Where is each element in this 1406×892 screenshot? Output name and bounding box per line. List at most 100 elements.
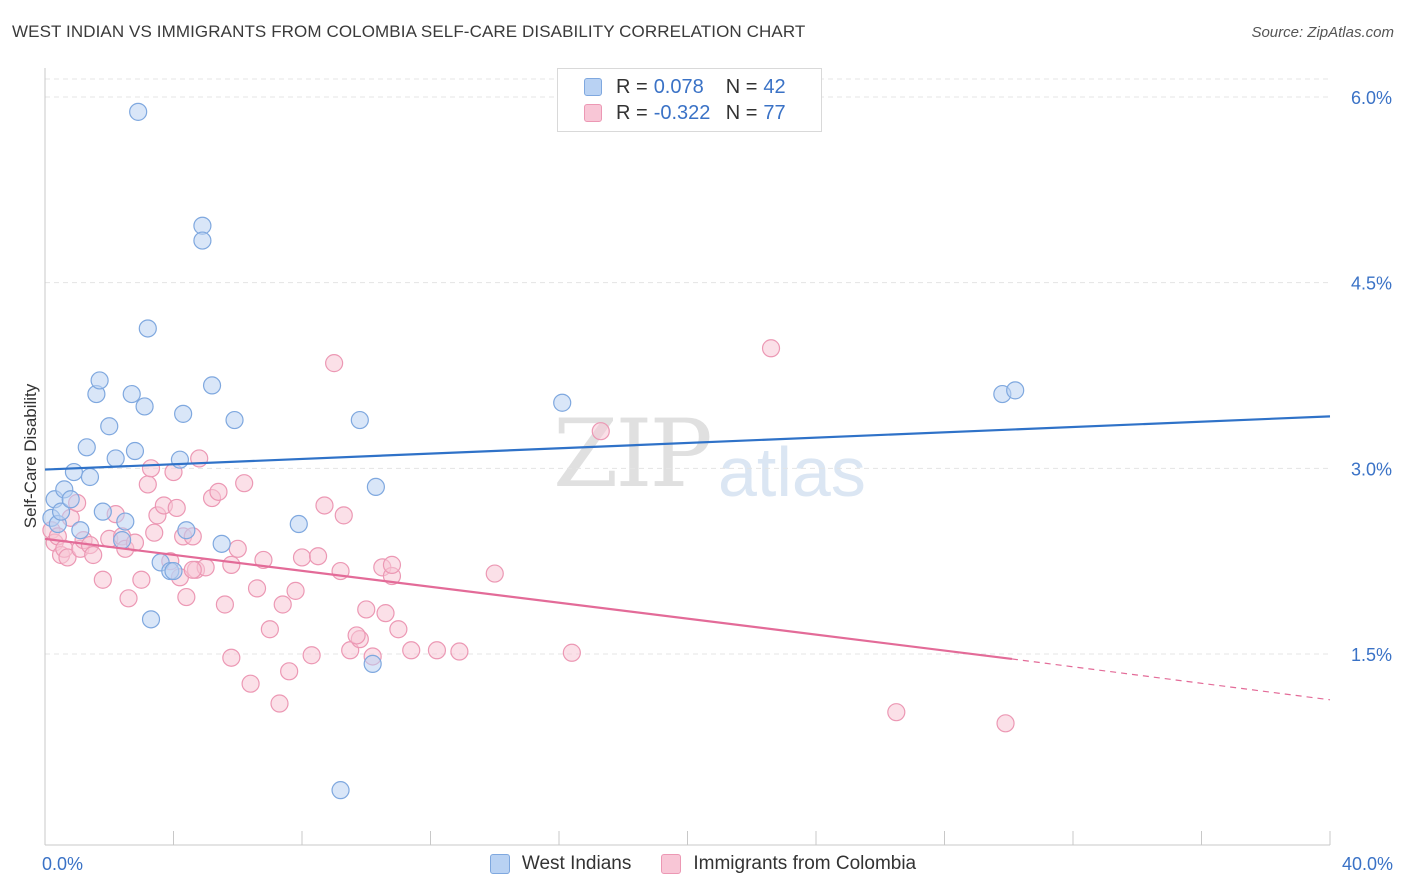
point-west-indians (170, 450, 190, 469)
point-west-indians (138, 319, 157, 338)
point-colombia (119, 589, 138, 608)
series-legend: West Indians Immigrants from Colombia (0, 850, 1406, 878)
point-west-indians (61, 490, 80, 509)
correlation-legend: R = 0.078 N = 42 R = -0.322 N = 77 (557, 68, 822, 132)
point-colombia (222, 648, 241, 667)
legend-r-label: R = (616, 75, 648, 98)
point-west-indians (64, 462, 84, 482)
point-colombia (183, 560, 202, 579)
point-west-indians (93, 502, 112, 521)
legend-n-label: N = (725, 75, 758, 98)
legend-r-label: R = (616, 101, 648, 124)
point-colombia (450, 642, 469, 661)
point-west-indians (80, 467, 100, 487)
legend-r-value: -0.322 (653, 101, 711, 124)
tick-labels: 1.5% 3.0% 4.5% 6.0% 0.0% 40.0% Self-Care Disab… (21, 88, 1393, 874)
point-west-indians (112, 531, 132, 550)
legend-row-colombia: R = -0.322 N = 77 (584, 100, 786, 126)
point-colombia (334, 506, 353, 525)
point-west-indians (77, 438, 96, 457)
point-colombia (485, 564, 504, 583)
point-colombia (177, 587, 196, 607)
point-west-indians (212, 534, 231, 553)
point-colombia (254, 550, 273, 570)
point-colombia (887, 703, 906, 722)
point-colombia (402, 641, 421, 660)
point-west-indians (135, 397, 154, 416)
point-west-indians (164, 561, 183, 581)
point-colombia (235, 474, 254, 493)
point-west-indians (202, 376, 222, 395)
trend-lines (44, 415, 1331, 701)
legend-label-west-indians: West Indians (521, 853, 632, 874)
legend-swatch-blue (489, 854, 510, 874)
point-west-indians (350, 410, 369, 430)
series-west-indians (42, 102, 1025, 800)
legend-label-colombia: Immigrants from Colombia (693, 853, 917, 874)
point-west-indians (363, 654, 382, 674)
point-colombia (280, 662, 299, 681)
point-west-indians (174, 404, 193, 423)
legend-n-value: 42 (763, 75, 786, 98)
point-colombia (761, 339, 781, 358)
point-colombia (347, 626, 366, 645)
point-colombia (84, 545, 103, 565)
legend-item-colombia: Immigrants from Colombia (661, 853, 916, 875)
point-colombia (270, 694, 289, 713)
y-tick-label: 1.5% (1351, 645, 1392, 665)
point-colombia (562, 643, 581, 662)
point-west-indians (177, 521, 196, 540)
trend-line-colombia (44, 537, 1013, 661)
x-tick-label-max: 40.0% (1342, 854, 1393, 874)
point-colombia (58, 548, 77, 567)
point-west-indians (125, 441, 145, 461)
source-credit: Source: ZipAtlas.com (1251, 24, 1394, 41)
point-colombia (376, 604, 395, 623)
point-west-indians (366, 477, 385, 496)
point-west-indians (106, 449, 125, 468)
point-colombia (145, 523, 164, 542)
legend-n-label: N = (725, 101, 758, 124)
axes (44, 68, 1331, 846)
point-colombia (591, 422, 610, 441)
legend-row-west-indians: R = 0.078 N = 42 (584, 74, 786, 100)
point-colombia (247, 579, 267, 598)
point-colombia (260, 620, 279, 639)
point-west-indians (1006, 381, 1025, 400)
y-tick-label: 4.5% (1351, 274, 1392, 294)
point-colombia (315, 496, 334, 515)
point-west-indians (225, 410, 244, 430)
point-colombia (132, 570, 151, 589)
point-colombia (325, 354, 344, 373)
trend-line-west-indians (44, 415, 1331, 471)
point-colombia (286, 581, 305, 600)
point-colombia (241, 674, 260, 693)
series-immigrants-from-colombia (42, 339, 1015, 733)
watermark-atlas: atlas (718, 433, 866, 511)
point-colombia (215, 595, 234, 614)
legend-r-value: 0.078 (653, 75, 704, 98)
point-colombia (228, 539, 247, 558)
y-tick-label: 6.0% (1351, 88, 1392, 108)
point-colombia (389, 620, 408, 639)
point-west-indians (289, 514, 308, 534)
point-west-indians (129, 102, 148, 121)
point-west-indians (51, 502, 71, 521)
chart-title: WEST INDIAN VS IMMIGRANTS FROM COLOMBIA … (12, 22, 806, 41)
trend-line-colombia-extrapolated (1011, 658, 1331, 701)
point-colombia (273, 595, 292, 614)
legend-swatch-blue (584, 78, 602, 96)
point-colombia (302, 646, 321, 665)
point-colombia (209, 482, 228, 501)
point-colombia (222, 555, 241, 574)
y-tick-label: 3.0% (1351, 459, 1392, 479)
watermark-zip: ZIP (553, 400, 713, 509)
point-west-indians (100, 417, 119, 436)
point-west-indians (193, 231, 212, 250)
legend-item-west-indians: West Indians (489, 853, 632, 875)
point-colombia (996, 714, 1015, 733)
point-colombia (427, 641, 447, 660)
legend-n-value: 77 (763, 101, 786, 124)
point-west-indians (90, 371, 109, 390)
